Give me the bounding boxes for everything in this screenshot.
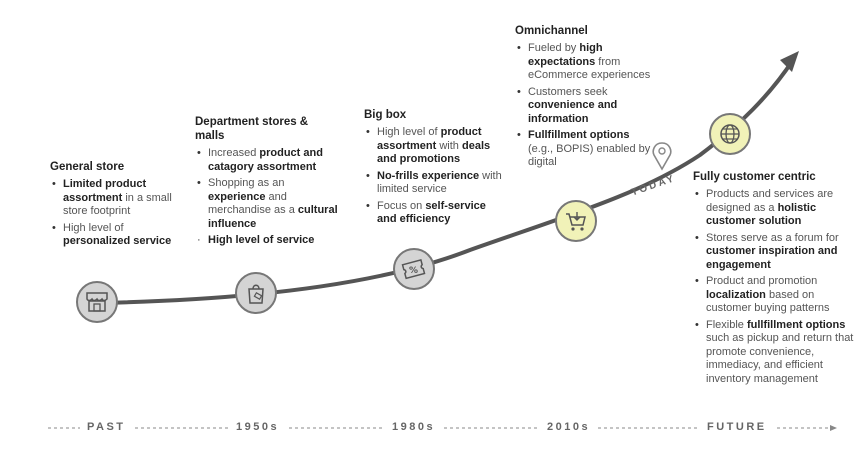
bullet-item: High level of service [195,234,340,248]
globe-icon [720,124,740,144]
bullet-item: Shopping as an experience and merchandis… [195,177,340,231]
svg-text:%: % [409,266,418,276]
bullet-item: High level of personalized service [50,222,185,249]
stage-bullets: Fueled by high expectations from eCommer… [515,42,655,170]
axis-label-past: PAST [87,421,126,433]
department-store-node [235,272,277,314]
axis-arrowhead [830,425,837,431]
shopping-cart-icon [566,212,586,231]
stage-customer-centric: Fully customer centric Products and serv… [693,170,858,389]
stage-bullets: Limited product assortment in a small st… [50,178,185,249]
curve-arrowhead [780,51,799,72]
bullet-item: Products and services are designed as a … [693,188,858,229]
stage-big-box: Big box High level of product assortment… [364,108,504,230]
bullet-item: High level of product assortment with de… [364,126,504,167]
stage-title: Fully customer centric [693,171,816,183]
customer-centric-node [709,113,751,155]
bullet-item: Product and promotion localization based… [693,275,858,316]
bullet-item: Increased product and catagory assortmen… [195,147,340,174]
stage-bullets: Products and services are designed as a … [693,188,858,386]
omnichannel-node [555,200,597,242]
stage-title: Department stores & malls [195,116,309,142]
stage-department-stores: Department stores & malls Increased prod… [195,115,340,251]
bullet-item: No-frills experience with limited servic… [364,170,504,197]
bullet-item: Limited product assortment in a small st… [50,178,185,219]
stage-title: General store [50,161,125,173]
axis-label-1950s: 1950s [236,421,280,433]
stage-title: Omnichannel [515,25,588,37]
stage-bullets: High level of product assortment with de… [364,126,504,227]
stage-bullets: Increased product and catagory assortmen… [195,147,340,248]
bullet-item: Stores serve as a forum for customer ins… [693,232,858,273]
shopping-bag-icon [248,284,264,304]
bullet-item: Flexible fullfillment options such as pi… [693,319,858,387]
bullet-item: Fueled by high expectations from eCommer… [515,42,655,83]
bullet-item: Fullfillment options (e.g., BOPIS) enabl… [515,129,655,170]
big-box-node: % [393,248,435,290]
storefront-icon [86,292,108,312]
axis-label-future: FUTURE [707,421,767,433]
axis-label-2010s: 2010s [547,421,591,433]
bullet-item: Focus on self-service and efficiency [364,200,504,227]
axis-label-1980s: 1980s [392,421,436,433]
general-store-node [76,281,118,323]
stage-general-store: General store Limited product assortment… [50,160,185,252]
discount-tag-icon: % [401,258,426,280]
stage-omnichannel: Omnichannel Fueled by high expectations … [515,24,655,173]
bullet-item: Customers seek convenience and informati… [515,86,655,127]
location-pin-icon [652,142,672,171]
stage-title: Big box [364,109,407,121]
